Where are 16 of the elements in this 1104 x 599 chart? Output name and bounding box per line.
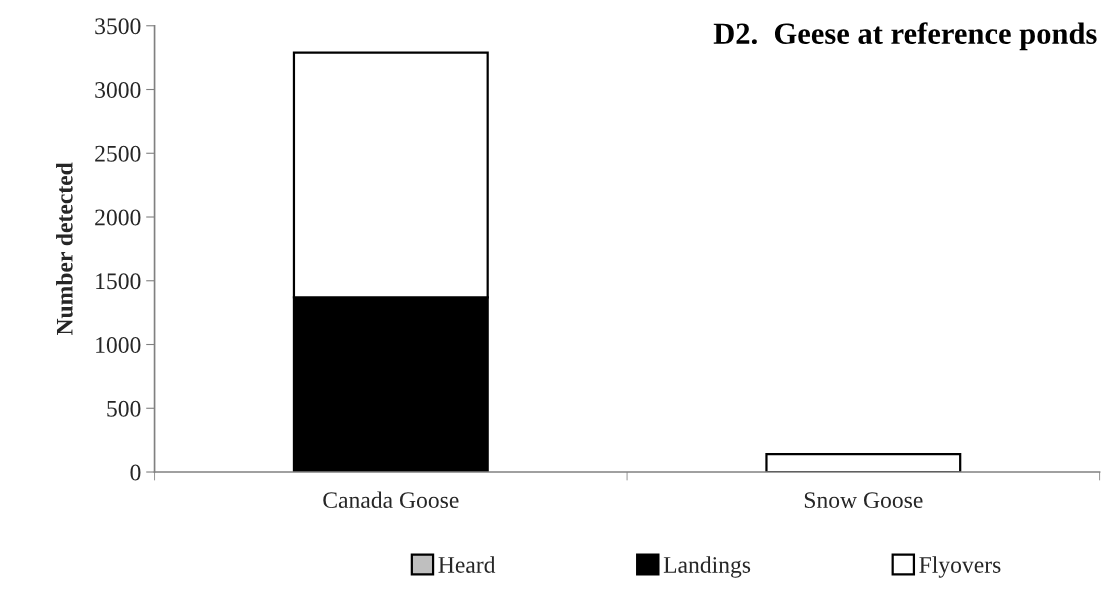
y-tick-label: 1000 <box>96 337 141 353</box>
chart-title: D2. Geese at reference ponds <box>713 22 1097 51</box>
legend-label: Flyovers <box>919 556 1001 578</box>
x-tick-label: Snow Goose <box>804 492 923 509</box>
y-tick-label: 3000 <box>95 82 141 98</box>
y-tick-label: 2000 <box>95 209 141 226</box>
y-tick-label: 3500 <box>95 18 141 35</box>
legend-label: Heard <box>438 556 496 573</box>
y-tick-label: 1500 <box>96 273 141 290</box>
y-tick-label: 500 <box>107 400 141 417</box>
y-axis-title: Number detected <box>56 162 73 336</box>
x-tick-label: Canada Goose <box>323 491 459 509</box>
y-tick-label: 2500 <box>95 145 141 162</box>
y-tick-label: 0 <box>130 464 141 481</box>
legend-label: Landings <box>663 556 751 578</box>
bar <box>765 453 962 473</box>
